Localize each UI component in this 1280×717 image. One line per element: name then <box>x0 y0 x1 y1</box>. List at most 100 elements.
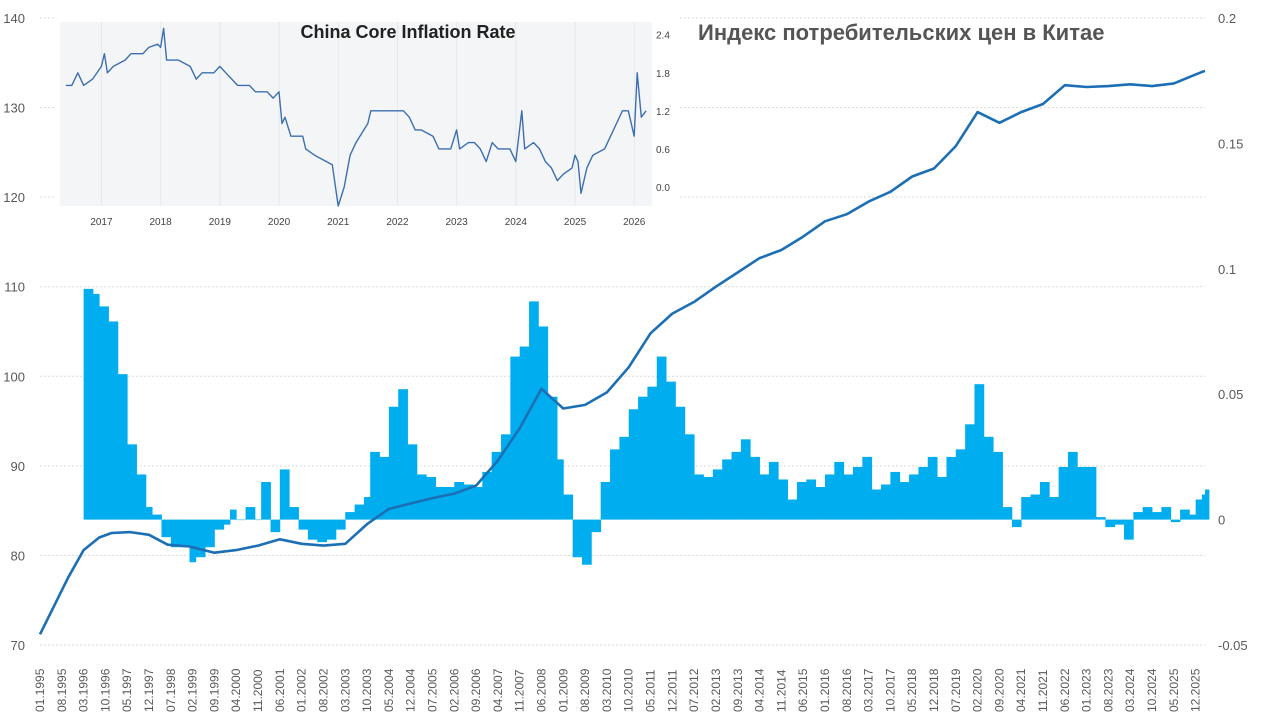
inflation-bar <box>407 444 418 520</box>
x-tick-label: 12.1997 <box>142 668 156 712</box>
inflation-bar <box>145 507 153 520</box>
x-tick-label: 06.2015 <box>796 668 810 712</box>
x-tick-label: 09.2006 <box>469 668 483 712</box>
inset-x-tick-label: 2025 <box>564 217 587 228</box>
inflation-bar <box>1189 514 1197 520</box>
inflation-bar <box>214 519 225 530</box>
inflation-bars <box>83 288 1210 565</box>
inflation-bar <box>161 519 172 538</box>
inflation-bar <box>853 466 863 520</box>
inflation-bar <box>712 469 723 520</box>
inflation-bar <box>1058 466 1069 520</box>
inflation-bar <box>937 476 947 520</box>
x-tick-label: 08.2002 <box>317 668 331 712</box>
inflation-bar <box>230 509 237 520</box>
x-tick-label: 02.2013 <box>709 668 723 712</box>
inflation-bar <box>993 451 1003 520</box>
x-tick-label: 01.2009 <box>556 668 570 712</box>
inset-x-tick-label: 2019 <box>209 217 232 228</box>
inflation-bar <box>317 519 327 543</box>
inset-x-tick-label: 2017 <box>90 217 113 228</box>
inset-x-tick-label: 2020 <box>268 217 291 228</box>
x-tick-label: 03.2017 <box>862 668 876 712</box>
inflation-bar <box>223 519 231 525</box>
inflation-bar <box>92 293 100 520</box>
x-tick-label: 12.2011 <box>665 669 679 712</box>
inflation-bar <box>983 436 994 520</box>
inflation-bar <box>491 451 502 520</box>
inflation-bar <box>363 497 371 520</box>
inflation-bar <box>444 487 455 520</box>
right-tick-label: 0 <box>1218 513 1225 528</box>
x-tick-label: 06.2022 <box>1058 668 1072 712</box>
inflation-bar <box>824 474 835 520</box>
inflation-bar <box>1049 497 1059 520</box>
inset-plot-area <box>60 22 652 206</box>
x-tick-label: 12.2018 <box>927 668 941 712</box>
x-tick-label: 05.2018 <box>905 668 919 712</box>
inflation-bar <box>170 519 181 548</box>
inflation-bar <box>1039 481 1050 520</box>
right-tick-label: -0.05 <box>1218 638 1248 653</box>
left-tick-label: 80 <box>11 548 25 563</box>
inflation-bar <box>656 356 667 520</box>
x-tick-label: 01.1995 <box>33 668 47 712</box>
inflation-bar <box>416 474 427 520</box>
x-tick-label: 09.2013 <box>731 668 745 712</box>
inset-y-tick-label: 0.0 <box>656 183 670 194</box>
inflation-bar <box>1086 466 1097 520</box>
inflation-bar <box>591 519 602 533</box>
inflation-bar <box>1161 507 1172 520</box>
inflation-bar <box>510 356 521 520</box>
inflation-bar <box>245 507 256 520</box>
inflation-bar <box>787 499 798 520</box>
inflation-bar <box>547 396 558 520</box>
x-tick-label: 11.2000 <box>251 669 265 712</box>
inflation-bar <box>398 389 408 520</box>
inflation-bar <box>1021 497 1031 520</box>
inflation-bar <box>108 321 119 520</box>
x-tick-label: 01.2002 <box>295 668 309 712</box>
right-tick-label: 0.1 <box>1218 262 1236 277</box>
x-tick-label: 09.1999 <box>207 668 221 712</box>
x-tick-label: 10.2003 <box>360 668 374 712</box>
inflation-bar <box>370 451 380 520</box>
inflation-bar <box>946 456 957 520</box>
cpi-index-line <box>38 69 1206 635</box>
inflation-bar <box>1205 489 1210 520</box>
inflation-bar <box>254 519 262 521</box>
inflation-bar <box>1011 519 1022 528</box>
x-tick-label: 11.2007 <box>513 669 527 712</box>
x-tick-label: 03.2010 <box>600 668 614 712</box>
inflation-bar <box>1105 519 1116 528</box>
x-tick-label: 06.2001 <box>273 668 287 712</box>
inflation-bar <box>326 519 337 540</box>
x-tick-label: 12.2004 <box>404 668 418 712</box>
inflation-bar <box>572 519 583 558</box>
x-tick-label: 03.2024 <box>1123 668 1137 712</box>
inflation-bar <box>1152 512 1162 520</box>
inflation-bar <box>379 456 390 520</box>
right-tick-label: 0.2 <box>1218 11 1236 26</box>
inflation-bar <box>557 459 564 520</box>
inflation-bar <box>261 481 271 520</box>
x-axis-labels: 01.1995 08.1995 03.1996 10.1996 05.1997 12.19… <box>33 668 1203 712</box>
left-tick-label: 110 <box>4 280 25 295</box>
inset-x-tick-label: 2026 <box>623 217 646 228</box>
inflation-bar <box>388 406 399 520</box>
inflation-bar <box>136 474 147 520</box>
inflation-bar <box>1002 507 1013 520</box>
inflation-bar <box>563 494 574 520</box>
x-tick-label: 12.2025 <box>1189 668 1203 712</box>
x-tick-label: 09.2020 <box>992 668 1006 712</box>
inflation-bar <box>463 484 474 520</box>
inflation-bar <box>965 424 975 520</box>
left-tick-label: 130 <box>3 101 25 116</box>
inflation-bar <box>472 487 483 520</box>
cpi-line-path <box>38 69 1206 635</box>
x-tick-label: 07.2012 <box>687 668 701 712</box>
x-tick-label: 07.2005 <box>426 668 440 712</box>
x-tick-label: 11.2014 <box>774 669 788 712</box>
inflation-bar <box>778 479 788 520</box>
inflation-bar <box>619 436 630 520</box>
